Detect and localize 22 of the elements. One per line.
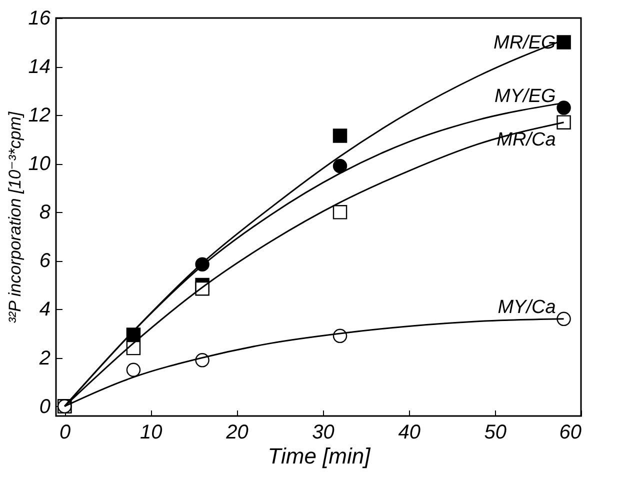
x-tick-label: 20 — [225, 422, 248, 444]
series-label: MR/Ca — [496, 129, 556, 150]
y-tick-label: 8 — [39, 202, 50, 224]
x-tick-label: 30 — [312, 422, 334, 444]
y-tick-label: 10 — [28, 153, 50, 176]
series-label: MY/Ca — [498, 296, 556, 318]
x-tick-label: 60 — [559, 422, 582, 444]
x-tick-label: 40 — [398, 422, 420, 444]
y-tick-label: 6 — [39, 250, 52, 272]
y-tick-label: 16 — [28, 8, 52, 30]
x-axis-title: Time [min] — [268, 444, 372, 468]
y-tick-label: 0 — [39, 396, 50, 418]
series-label: MY/EG — [494, 86, 556, 107]
y-tick-label: 14 — [28, 56, 50, 78]
y-tick-label: 2 — [38, 347, 50, 370]
x-tick-label: 0 — [60, 422, 71, 444]
y-tick-label: 12 — [28, 104, 50, 127]
x-tick-label: 50 — [484, 422, 507, 444]
series-label: MR/EG — [494, 32, 556, 54]
x-tick-label: 10 — [140, 422, 162, 444]
y-tick-label: 4 — [39, 298, 50, 321]
y-axis-title: ³²P incorporation [10⁻³*cpm] — [5, 110, 24, 324]
